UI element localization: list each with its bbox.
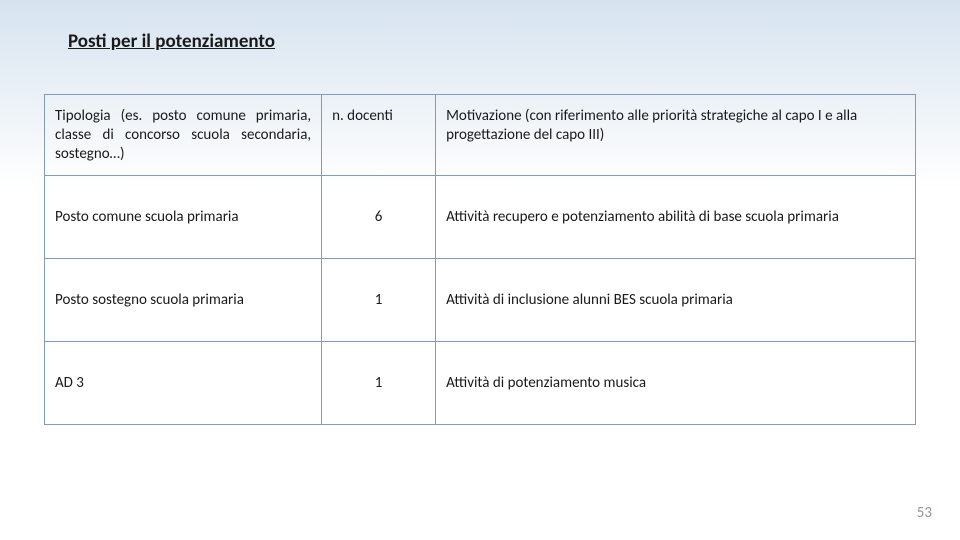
table-row: Posto sostegno scuola primaria 1 Attivit… [45,259,916,342]
table-header-row: Tipologia (es. posto comune primaria, cl… [45,95,916,176]
page-number: 53 [917,504,932,522]
posti-table: Tipologia (es. posto comune primaria, cl… [44,94,916,425]
header-tipologia: Tipologia (es. posto comune primaria, cl… [45,95,322,176]
cell-motivazione: Attività di inclusione alunni BES scuola… [436,259,916,342]
header-docenti: n. docenti [322,95,436,176]
cell-motivazione: Attività recupero e potenziamento abilit… [436,176,916,259]
cell-tipologia: Posto sostegno scuola primaria [45,259,322,342]
cell-docenti: 1 [322,342,436,425]
cell-tipologia: AD 3 [45,342,322,425]
cell-tipologia: Posto comune scuola primaria [45,176,322,259]
table-row: AD 3 1 Attività di potenziamento musica [45,342,916,425]
header-motivazione: Motivazione (con riferimento alle priori… [436,95,916,176]
slide-title: Posti per il potenziamento [68,30,275,53]
cell-motivazione: Attività di potenziamento musica [436,342,916,425]
cell-docenti: 6 [322,176,436,259]
table-row: Posto comune scuola primaria 6 Attività … [45,176,916,259]
cell-docenti: 1 [322,259,436,342]
slide: Posti per il potenziamento Tipologia (es… [0,0,960,540]
